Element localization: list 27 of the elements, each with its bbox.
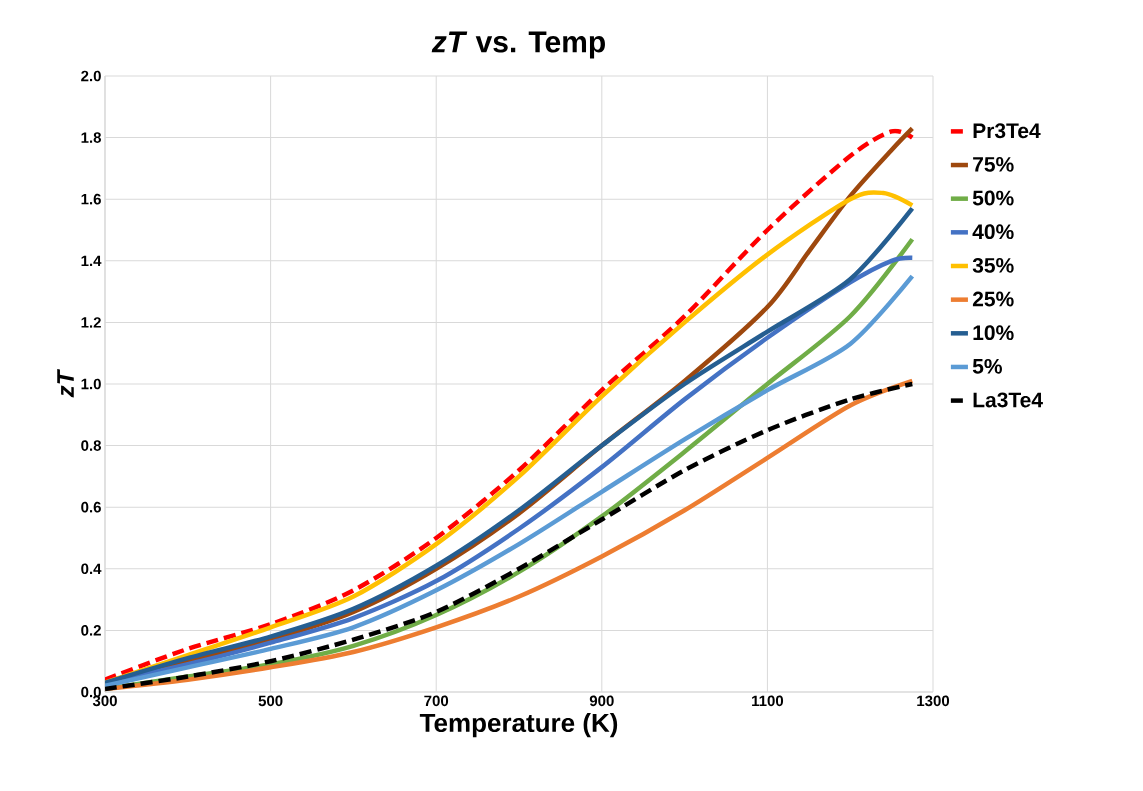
y-tick-label: 1.2 [81, 317, 101, 328]
legend-label: Pr3Te4 [973, 123, 1041, 139]
y-tick-label: 2.0 [81, 70, 101, 82]
legend-label: 5% [972, 358, 1002, 374]
y-tick-label: 1.0 [81, 378, 101, 390]
y-axis-title: zT [57, 368, 74, 398]
y-tick-label: 1.4 [81, 255, 102, 266]
legend-label: 50% [972, 190, 1014, 206]
legend-label: 10% [973, 325, 1014, 341]
x-tick-label: 1300 [917, 695, 950, 707]
y-tick-label: 0.6 [81, 501, 101, 513]
y-tick-label: 0.2 [81, 625, 101, 636]
x-axis-title: Temperature (K) [419, 713, 618, 738]
y-tick-label: 0.8 [81, 440, 102, 451]
y-tick-label: 0.4 [81, 563, 102, 575]
legend-label: La3Te4 [973, 392, 1043, 408]
legend-label: 35% [972, 257, 1014, 273]
x-tick-label: 700 [424, 695, 449, 707]
chart-title: zT vs. Temp [431, 31, 605, 59]
legend-label: 25% [972, 291, 1014, 307]
x-tick-label: 900 [589, 695, 614, 707]
legend-label: 40% [972, 224, 1014, 240]
y-tick-label: 1.6 [81, 193, 101, 205]
y-tick-label: 1.8 [81, 132, 102, 143]
x-tick-label: 500 [258, 695, 283, 707]
legend-label: 75% [973, 156, 1014, 172]
x-tick-label: 1100 [752, 695, 784, 707]
